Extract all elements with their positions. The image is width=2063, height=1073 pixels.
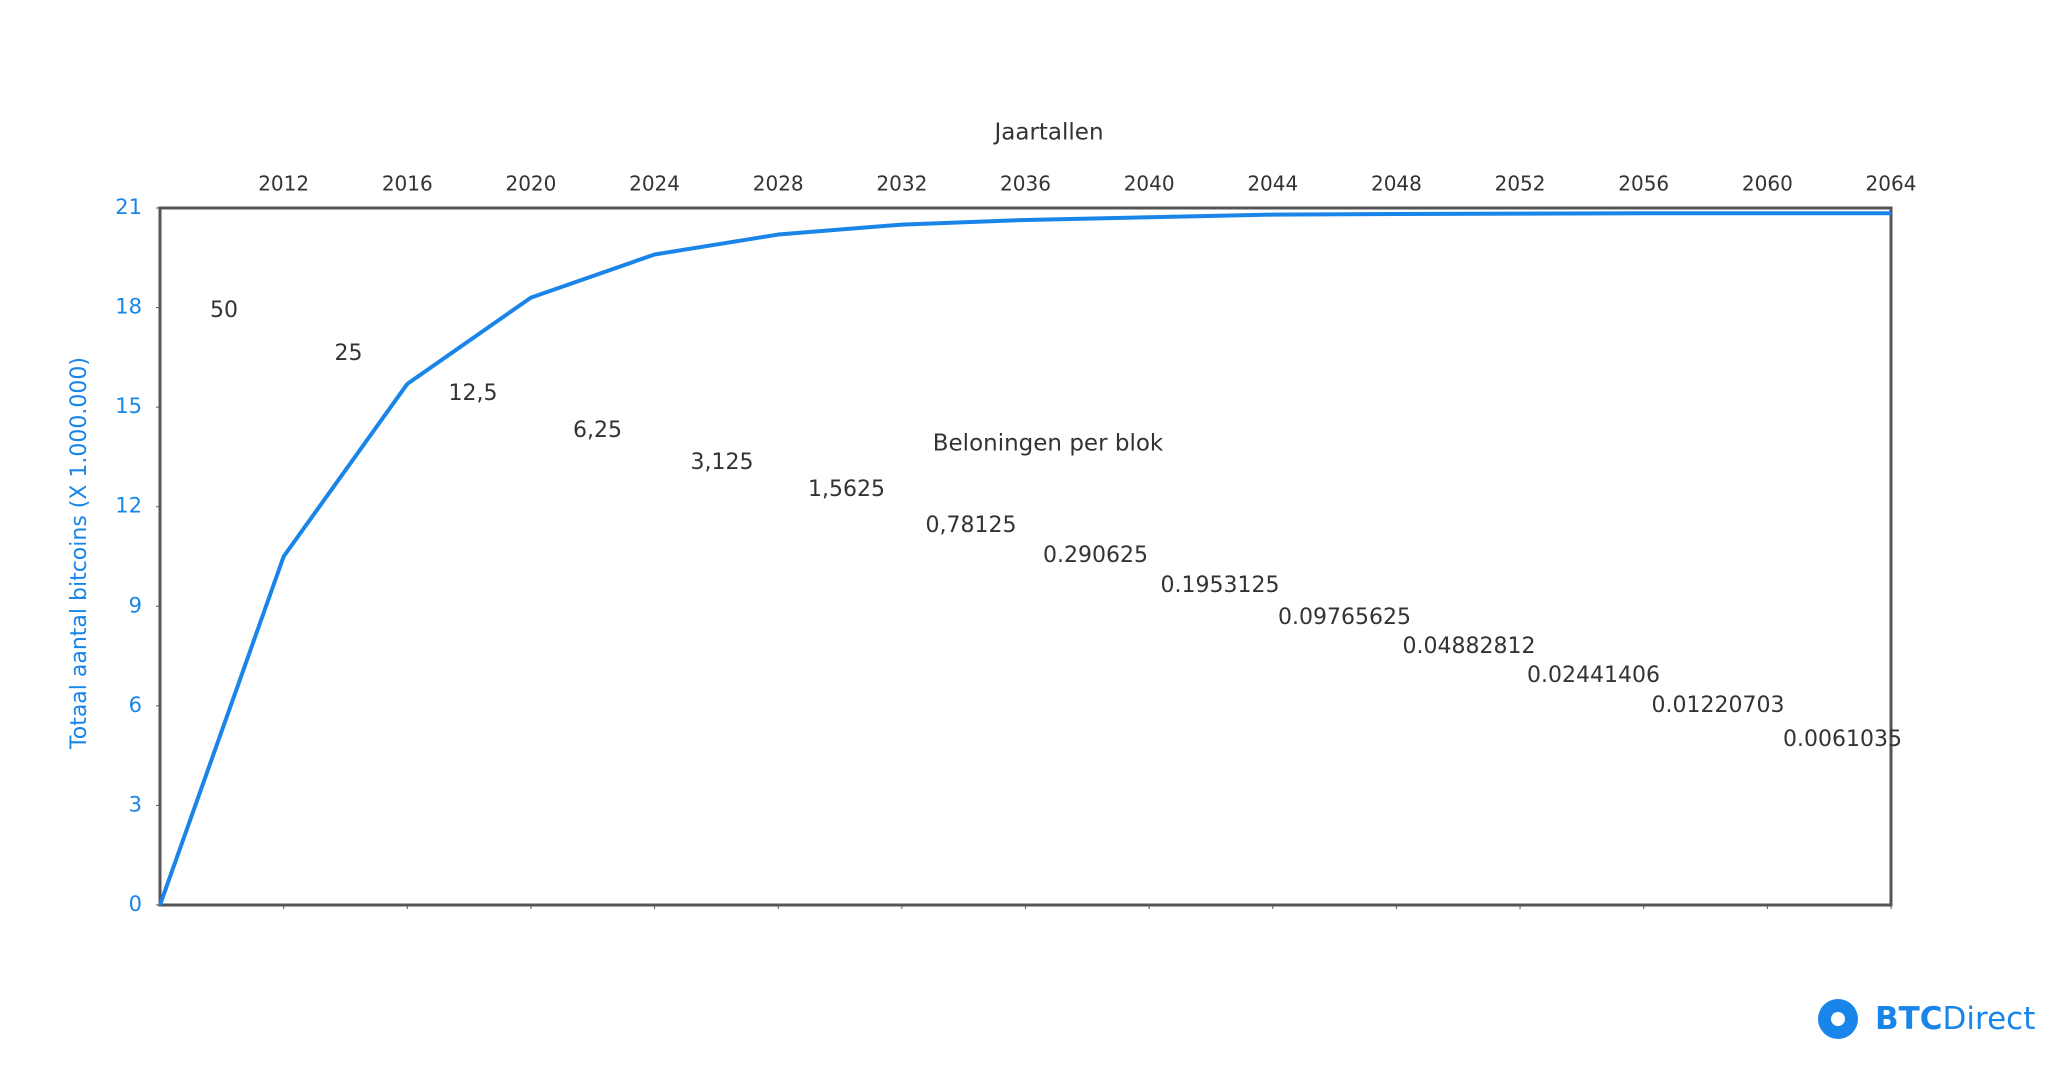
x-tick-label: 2012 [258, 172, 309, 196]
x-tick-label: 2060 [1742, 172, 1793, 196]
reward-label: 0.09765625 [1278, 605, 1411, 630]
y-tick-label: 3 [129, 792, 142, 816]
x-tick-label: 2052 [1495, 172, 1546, 196]
reward-label: 50 [210, 298, 238, 323]
x-tick-label: 2044 [1247, 172, 1298, 196]
x-tick-label: 2024 [629, 172, 680, 196]
x-tick-label: 2064 [1866, 172, 1917, 196]
logo-text: BTCDirect [1875, 1001, 2035, 1037]
reward-label: 0.02441406 [1527, 663, 1660, 688]
reward-label: 0.04882812 [1403, 634, 1536, 659]
y-tick-label: 18 [115, 295, 142, 319]
reward-label: 25 [335, 341, 363, 366]
x-tick-label: 2016 [382, 172, 433, 196]
y-tick-label: 12 [115, 494, 142, 518]
logo-regular: Direct [1943, 1001, 2036, 1037]
reward-label: 0.0061035 [1783, 727, 1902, 752]
x-tick-label: 2028 [753, 172, 804, 196]
y-tick-label: 15 [115, 394, 142, 418]
reward-label: 0.290625 [1043, 543, 1148, 568]
reward-label: 12,5 [449, 381, 498, 406]
y-tick-label: 0 [129, 892, 142, 916]
plot-frame [158, 206, 1893, 907]
x-tick-label: 2040 [1124, 172, 1175, 196]
logo-icon-hole [1831, 1012, 1845, 1026]
reward-label: 0,78125 [926, 513, 1017, 538]
x-tick-label: 2020 [505, 172, 556, 196]
reward-label: 0.1953125 [1161, 573, 1280, 598]
reward-label: 0.01220703 [1652, 693, 1785, 718]
reward-label: 3,125 [691, 450, 754, 475]
y-tick-label: 9 [129, 593, 142, 617]
logo-bold: BTC [1875, 1001, 1943, 1037]
x-tick-label: 2048 [1371, 172, 1422, 196]
y-axis-label: Totaal aantal bitcoins (X 1.000.000) [67, 357, 92, 750]
annotation: Beloningen per blok [933, 431, 1164, 457]
y-tick-label: 21 [115, 195, 142, 219]
x-tick-label: 2056 [1618, 172, 1669, 196]
x-tick-label: 2032 [876, 172, 927, 196]
reward-label: 6,25 [573, 418, 622, 443]
x-axis-label: Jaartallen [992, 120, 1103, 146]
reward-label: 1,5625 [808, 477, 885, 502]
logo: BTCDirect [1818, 999, 2035, 1039]
y-tick-label: 6 [129, 693, 142, 717]
line [158, 211, 1891, 906]
x-tick-label: 2036 [1000, 172, 1051, 196]
